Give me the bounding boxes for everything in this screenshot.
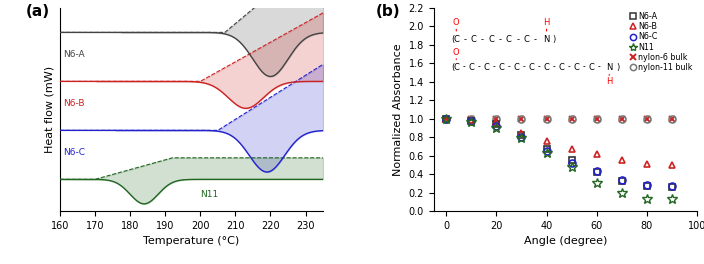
X-axis label: Angle (degree): Angle (degree) xyxy=(524,237,607,247)
Text: ): ) xyxy=(617,63,620,72)
Text: N: N xyxy=(543,35,550,44)
Text: ): ) xyxy=(553,35,555,44)
Text: N6-A: N6-A xyxy=(63,50,85,59)
Legend: N6-A, N6-B, N6-C, N11, nylon-6 bulk, nylon-11 bulk: N6-A, N6-B, N6-C, N11, nylon-6 bulk, nyl… xyxy=(629,12,693,72)
Text: C: C xyxy=(453,35,459,44)
Text: C: C xyxy=(489,35,494,44)
Text: C: C xyxy=(524,35,529,44)
Text: -: - xyxy=(583,63,586,72)
Text: -: - xyxy=(553,63,555,72)
Text: -: - xyxy=(498,35,502,44)
Text: C: C xyxy=(543,63,549,72)
Text: N11: N11 xyxy=(200,190,218,199)
Text: O: O xyxy=(453,18,460,27)
Text: C: C xyxy=(529,63,534,72)
Text: O: O xyxy=(453,48,460,57)
Text: (: ( xyxy=(451,63,455,72)
Text: C: C xyxy=(484,63,489,72)
Text: -: - xyxy=(538,63,541,72)
Text: C: C xyxy=(468,63,474,72)
Text: (a): (a) xyxy=(25,4,50,19)
Text: H: H xyxy=(606,77,612,86)
Text: N6-B: N6-B xyxy=(63,98,85,107)
Y-axis label: Normalized Absorbance: Normalized Absorbance xyxy=(393,43,403,176)
Text: C: C xyxy=(559,63,565,72)
Text: (: ( xyxy=(451,35,455,44)
Text: -: - xyxy=(508,63,510,72)
Text: (b): (b) xyxy=(376,4,401,19)
Text: -: - xyxy=(567,63,570,72)
Text: -: - xyxy=(493,63,495,72)
Text: -: - xyxy=(598,63,601,72)
Text: C: C xyxy=(506,35,512,44)
Text: C: C xyxy=(453,63,459,72)
Text: -: - xyxy=(481,35,484,44)
Text: C: C xyxy=(513,63,520,72)
Text: N6-C: N6-C xyxy=(63,148,85,157)
Text: C: C xyxy=(589,63,595,72)
Text: N: N xyxy=(606,63,612,72)
Text: -: - xyxy=(463,35,467,44)
Text: -: - xyxy=(477,63,480,72)
Text: -: - xyxy=(516,35,519,44)
X-axis label: Temperature (°C): Temperature (°C) xyxy=(144,237,239,247)
Text: H: H xyxy=(543,18,550,27)
Text: C: C xyxy=(498,63,504,72)
Text: C: C xyxy=(574,63,579,72)
Text: -: - xyxy=(522,63,525,72)
Text: -: - xyxy=(534,35,536,44)
Text: C: C xyxy=(471,35,477,44)
Text: -: - xyxy=(463,63,465,72)
Y-axis label: Heat flow (mW): Heat flow (mW) xyxy=(44,66,54,153)
